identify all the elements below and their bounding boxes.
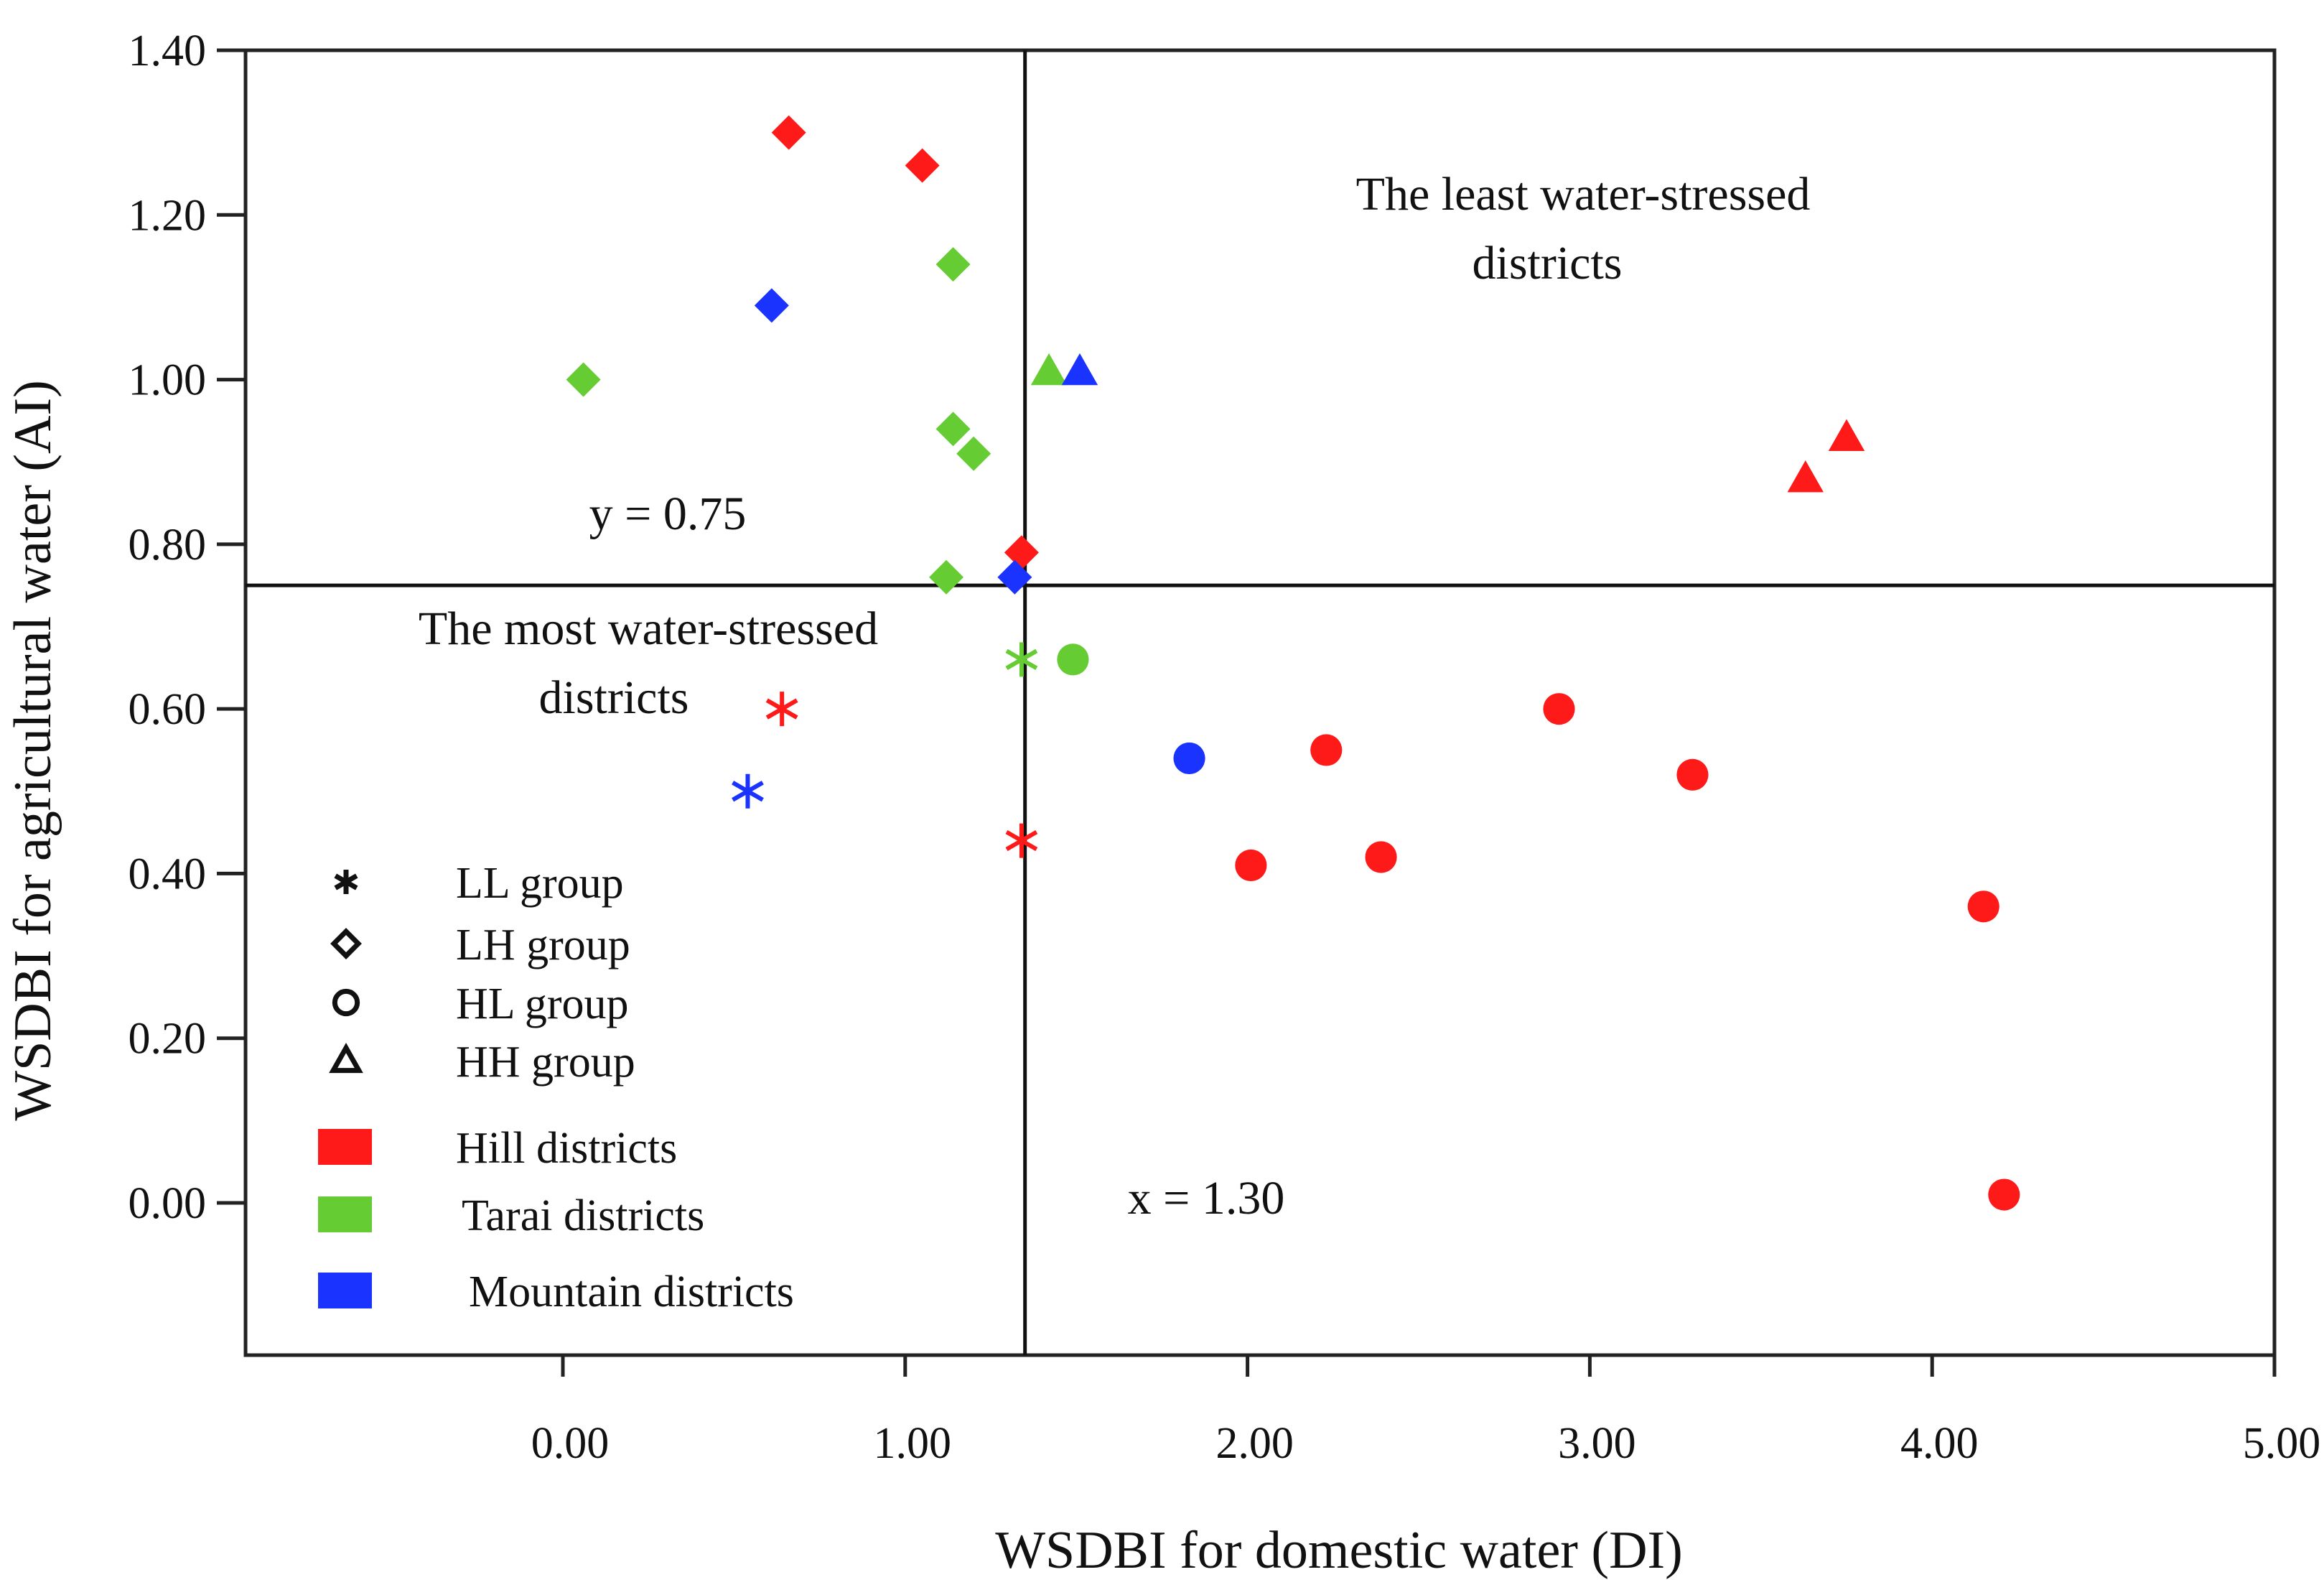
data-point-diamond xyxy=(997,559,1032,595)
x-tick-label: 4.00 xyxy=(1900,1419,1979,1468)
data-point-triangle xyxy=(1030,353,1068,386)
data-point-circle xyxy=(1988,1178,2020,1211)
annotation-most-stressed-line2: districts xyxy=(539,671,689,724)
data-point-diamond xyxy=(771,115,806,150)
legend-marker-diamond xyxy=(330,928,362,959)
x-axis-title: WSDBI for domestic water (DI) xyxy=(995,1521,1683,1580)
annotation-least-stressed-line2: districts xyxy=(1473,237,1623,289)
legend-swatch xyxy=(318,1129,372,1165)
legend-label: HL group xyxy=(456,980,629,1028)
data-point-asterisk xyxy=(732,773,764,809)
x-tick-label: 2.00 xyxy=(1215,1419,1294,1468)
annotation-least-stressed-line1: The least water-stressed xyxy=(1356,168,1811,220)
data-point-circle xyxy=(1543,693,1575,725)
legend-label: LH group xyxy=(456,921,630,969)
y-threshold-label: y = 0.75 xyxy=(589,488,747,540)
legend: LL group LH group HL group HH group Hill dis… xyxy=(318,859,794,1316)
data-point-circle xyxy=(1967,890,1999,923)
x-tick-label: 3.00 xyxy=(1558,1419,1636,1468)
y-tick-label: 1.40 xyxy=(129,27,207,75)
data-point-asterisk xyxy=(1005,823,1038,858)
data-point-triangle xyxy=(1828,419,1865,452)
data-point-diamond xyxy=(905,148,940,183)
annotation-most-stressed-line1: The most water-stressed xyxy=(419,603,878,655)
y-tick-label: 1.00 xyxy=(129,356,207,405)
data-point-circle xyxy=(1310,734,1343,766)
legend-label: Hill districts xyxy=(456,1124,677,1173)
data-point-triangle xyxy=(1787,460,1824,493)
legend-marker-circle xyxy=(332,988,360,1017)
legend-label: HH group xyxy=(456,1038,635,1087)
x-tick-label: 5.00 xyxy=(2243,1419,2321,1468)
x-tick-label: 0.00 xyxy=(531,1419,610,1468)
data-point-circle xyxy=(1676,758,1709,791)
y-axis-title: WSDBI for agricultural water (AI) xyxy=(4,380,62,1120)
legend-label: Mountain districts xyxy=(469,1268,794,1316)
y-tick-label: 0.00 xyxy=(129,1179,207,1228)
data-point-diamond xyxy=(754,288,789,323)
data-point-diamond xyxy=(566,362,601,397)
data-point-diamond xyxy=(1004,535,1039,570)
x-tick-label: 1.00 xyxy=(874,1419,952,1468)
plot-frame xyxy=(243,48,2277,1357)
data-point-diamond xyxy=(956,436,991,471)
legend-label: Tarai districts xyxy=(462,1191,704,1240)
legend-swatch xyxy=(318,1196,372,1232)
y-tick-label: 0.80 xyxy=(129,521,207,569)
legend-marker-asterisk xyxy=(334,870,358,894)
data-point-diamond xyxy=(935,247,971,282)
data-point-circle xyxy=(1173,742,1205,775)
legend-swatch xyxy=(318,1273,372,1308)
y-tick-label: 0.60 xyxy=(129,685,207,734)
data-point-asterisk xyxy=(765,692,798,727)
data-point-asterisk xyxy=(1005,642,1038,677)
y-tick-label: 0.20 xyxy=(129,1015,207,1064)
data-point-circle xyxy=(1235,849,1267,882)
data-point-circle xyxy=(1057,643,1089,676)
data-point-triangle xyxy=(1061,353,1098,386)
data-points xyxy=(566,115,2020,1211)
y-tick-label: 0.40 xyxy=(129,850,207,898)
legend-label: LL group xyxy=(456,859,624,908)
y-tick-label: 1.20 xyxy=(129,191,207,240)
data-point-diamond xyxy=(929,559,964,595)
y-axis-ticks: 0.00 0.20 0.40 0.60 0.80 1.00 1.20 1.40 xyxy=(129,27,246,1228)
legend-marker-triangle xyxy=(329,1043,363,1074)
data-point-circle xyxy=(1365,841,1397,873)
x-threshold-label: x = 1.30 xyxy=(1128,1172,1285,1224)
data-point-diamond xyxy=(935,411,971,447)
x-axis-ticks: 0.00 1.00 2.00 3.00 4.00 5.00 xyxy=(531,1355,2321,1468)
